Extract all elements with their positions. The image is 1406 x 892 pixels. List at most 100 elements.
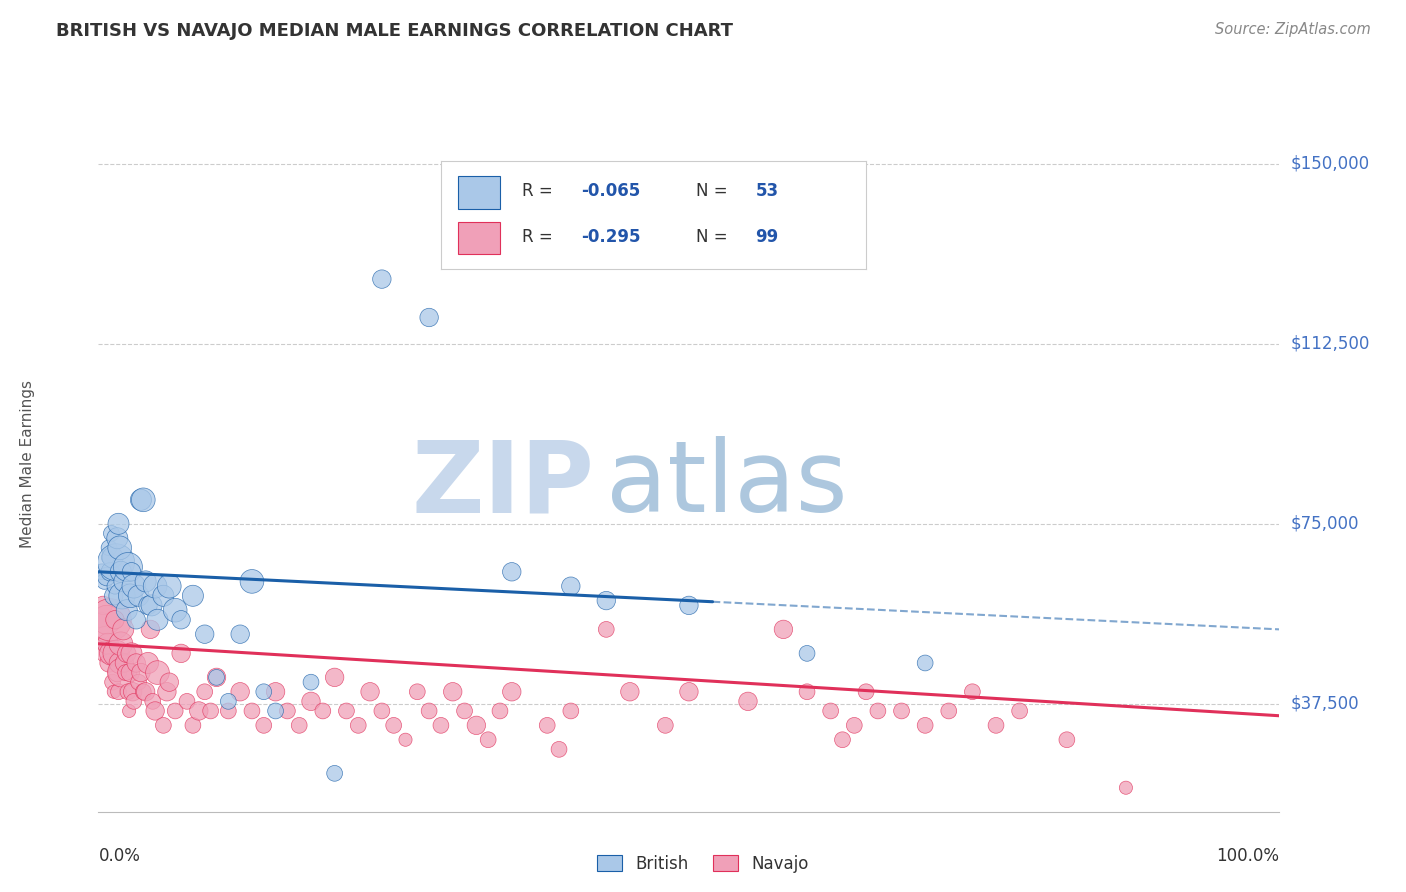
Point — [654, 718, 676, 732]
Point — [117, 560, 139, 574]
Point — [595, 623, 617, 637]
Point — [105, 555, 128, 569]
Point — [115, 603, 138, 617]
Point — [253, 718, 276, 732]
Point — [118, 704, 141, 718]
Point — [142, 694, 165, 708]
Point — [108, 541, 131, 555]
Point — [104, 579, 127, 593]
Point — [117, 685, 139, 699]
Point — [103, 685, 125, 699]
Point — [820, 704, 842, 718]
Point — [111, 589, 134, 603]
Point — [91, 565, 114, 579]
Point — [125, 656, 148, 670]
Point — [170, 646, 193, 660]
Point — [938, 704, 960, 718]
Point — [90, 613, 112, 627]
Point — [489, 704, 512, 718]
Point — [143, 704, 166, 718]
Point — [120, 589, 142, 603]
Point — [122, 579, 145, 593]
Point — [371, 704, 394, 718]
Point — [382, 718, 405, 732]
Point — [105, 665, 128, 680]
Point — [108, 656, 131, 670]
FancyBboxPatch shape — [458, 221, 501, 254]
Point — [104, 613, 127, 627]
Point — [103, 589, 125, 603]
Text: atlas: atlas — [606, 436, 848, 533]
Point — [98, 541, 121, 555]
Point — [96, 569, 118, 583]
Point — [112, 574, 135, 589]
Point — [105, 531, 128, 545]
Point — [501, 565, 523, 579]
Text: -0.065: -0.065 — [581, 182, 641, 201]
Point — [501, 685, 523, 699]
Point — [205, 670, 228, 684]
Text: Source: ZipAtlas.com: Source: ZipAtlas.com — [1215, 22, 1371, 37]
Text: 99: 99 — [755, 227, 779, 245]
Point — [619, 685, 641, 699]
Text: R =: R = — [522, 182, 558, 201]
Point — [114, 665, 136, 680]
Point — [96, 613, 118, 627]
Text: R =: R = — [522, 227, 558, 245]
Point — [98, 565, 121, 579]
Point — [121, 685, 143, 699]
Point — [128, 589, 150, 603]
Point — [253, 685, 276, 699]
Point — [962, 685, 984, 699]
Point — [136, 656, 159, 670]
Point — [264, 704, 287, 718]
Point — [110, 637, 132, 651]
Point — [91, 599, 114, 613]
Point — [548, 742, 571, 756]
Text: $37,500: $37,500 — [1291, 695, 1360, 713]
Point — [465, 718, 488, 732]
Point — [299, 694, 322, 708]
Point — [105, 646, 128, 660]
Point — [165, 603, 187, 617]
Text: 0.0%: 0.0% — [98, 847, 141, 864]
Point — [560, 579, 582, 593]
Point — [240, 574, 263, 589]
Point — [1056, 732, 1078, 747]
Point — [595, 593, 617, 607]
Point — [418, 310, 440, 325]
Legend: British, Navajo: British, Navajo — [591, 848, 815, 880]
Point — [194, 685, 217, 699]
Text: BRITISH VS NAVAJO MEDIAN MALE EARNINGS CORRELATION CHART: BRITISH VS NAVAJO MEDIAN MALE EARNINGS C… — [56, 22, 734, 40]
Point — [101, 550, 124, 565]
Point — [98, 613, 121, 627]
Point — [737, 694, 759, 708]
Point — [276, 704, 298, 718]
Point — [264, 685, 287, 699]
Point — [1115, 780, 1137, 795]
Point — [844, 718, 866, 732]
Point — [115, 646, 138, 660]
Point — [128, 675, 150, 690]
Point — [678, 685, 700, 699]
Point — [335, 704, 357, 718]
Point — [914, 656, 936, 670]
Point — [125, 613, 148, 627]
Point — [121, 646, 143, 660]
Point — [157, 579, 180, 593]
Point — [1008, 704, 1031, 718]
Point — [129, 492, 152, 507]
Point — [146, 665, 169, 680]
Point — [187, 704, 209, 718]
Text: ZIP: ZIP — [412, 436, 595, 533]
Point — [111, 665, 134, 680]
Point — [194, 627, 217, 641]
Point — [371, 272, 394, 286]
Point — [132, 492, 155, 507]
Point — [217, 694, 239, 708]
Point — [477, 732, 499, 747]
Point — [205, 670, 228, 684]
Point — [107, 685, 129, 699]
Point — [139, 623, 162, 637]
Point — [560, 704, 582, 718]
